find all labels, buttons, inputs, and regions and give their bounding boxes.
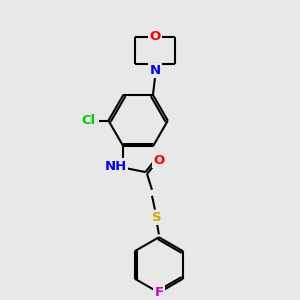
- Text: S: S: [152, 211, 162, 224]
- Text: N: N: [149, 64, 161, 77]
- Text: F: F: [154, 286, 164, 299]
- Text: Cl: Cl: [82, 114, 96, 127]
- Text: NH: NH: [104, 160, 127, 172]
- Text: O: O: [149, 30, 161, 43]
- Text: O: O: [153, 154, 164, 166]
